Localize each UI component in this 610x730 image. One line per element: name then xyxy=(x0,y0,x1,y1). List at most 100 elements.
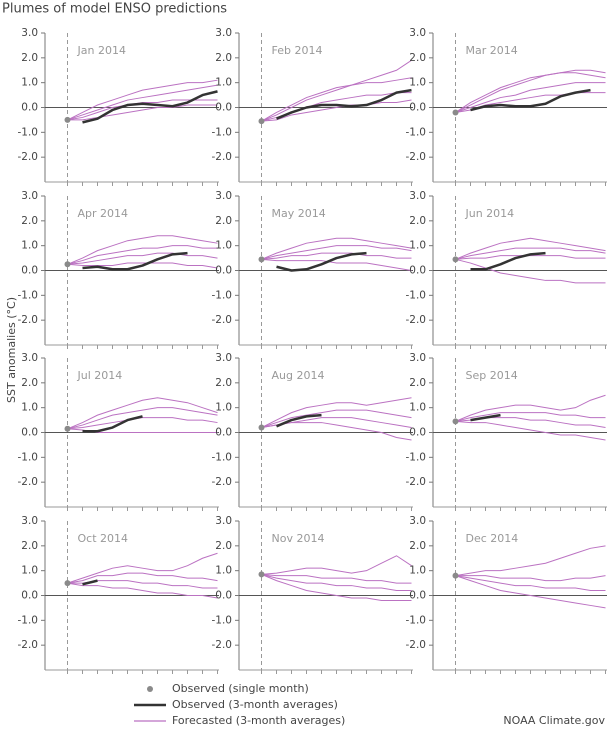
observed-month-point xyxy=(64,580,71,587)
y-tick-label: 0.0 xyxy=(21,590,38,602)
forecast-line xyxy=(261,573,412,584)
legend-label: Observed (single month) xyxy=(172,682,309,695)
y-tick-label: 3.0 xyxy=(215,515,232,527)
y-tick-label: 1.0 xyxy=(21,402,38,414)
y-tick-label: 3.0 xyxy=(215,190,232,202)
forecast-line xyxy=(67,407,218,430)
forecast-line xyxy=(455,69,606,113)
y-tick-label: 2.0 xyxy=(21,52,38,64)
y-tick-label: 0.0 xyxy=(215,427,232,439)
forecast-line xyxy=(261,77,412,122)
y-tick-label: 3.0 xyxy=(409,190,426,202)
observed-month-point xyxy=(258,118,265,125)
source: NOAA Climate.gov xyxy=(503,714,605,727)
observed-3mo-line xyxy=(82,579,98,586)
forecast-line xyxy=(67,582,218,599)
observed-3mo-line xyxy=(276,88,412,120)
y-tick-label: 1.0 xyxy=(215,565,232,577)
y-tick-label: 2.0 xyxy=(409,52,426,64)
y-tick-label: 2.0 xyxy=(215,215,232,227)
observed-3mo-line xyxy=(82,415,143,433)
y-tick-label: 3.0 xyxy=(409,27,426,39)
y-tick-label: -1.0 xyxy=(212,126,233,138)
y-tick-label: 1.0 xyxy=(409,402,426,414)
y-tick-label: -1.0 xyxy=(18,451,39,463)
y-tick-label: -2.0 xyxy=(406,476,427,488)
y-tick-label: -2.0 xyxy=(18,476,39,488)
forecast-line xyxy=(67,262,218,269)
forecast-line xyxy=(455,420,606,441)
y-tick-label: 1.0 xyxy=(409,77,426,89)
forecast-line xyxy=(261,59,412,122)
panel-label: Oct 2014 xyxy=(78,532,129,545)
y-tick-label: -1.0 xyxy=(18,289,39,301)
forecast-line xyxy=(261,555,412,575)
forecast-line xyxy=(455,412,606,422)
forecast-line xyxy=(67,245,218,265)
forecast-line xyxy=(67,84,218,121)
observed-3mo-line xyxy=(470,413,501,422)
y-tick-label: 1.0 xyxy=(21,565,38,577)
forecast-line xyxy=(455,575,606,592)
panel-label: Jul 2014 xyxy=(77,369,123,382)
y-tick-label: 0.0 xyxy=(21,265,38,277)
y-tick-label: 3.0 xyxy=(215,352,232,364)
forecast-line xyxy=(261,252,412,260)
panel-label: Apr 2014 xyxy=(78,207,129,220)
y-tick-label: 0.0 xyxy=(215,265,232,277)
y-tick-label: 1.0 xyxy=(215,240,232,252)
y-tick-label: -1.0 xyxy=(406,126,427,138)
forecast-line xyxy=(67,235,218,265)
forecast-line xyxy=(261,573,412,592)
forecast-line xyxy=(67,572,218,584)
y-tick-label: -1.0 xyxy=(212,614,233,626)
forecast-line xyxy=(261,99,412,122)
y-tick-label: 3.0 xyxy=(21,190,38,202)
forecast-line xyxy=(261,409,412,429)
y-tick-label: -2.0 xyxy=(18,151,39,163)
forecast-line xyxy=(455,92,606,113)
y-tick-label: 2.0 xyxy=(215,377,232,389)
y-tick-label: 3.0 xyxy=(409,352,426,364)
observed-month-point xyxy=(452,256,459,263)
legend-swatch xyxy=(147,686,153,692)
y-tick-label: 1.0 xyxy=(409,565,426,577)
y-tick-label: 2.0 xyxy=(215,52,232,64)
panel-label: Sep 2014 xyxy=(466,369,518,382)
forecast-line xyxy=(455,258,606,284)
forecast-line xyxy=(261,258,412,271)
forecast-line xyxy=(455,255,606,260)
legend-label: Observed (3-month averages) xyxy=(172,698,338,711)
y-tick-label: 2.0 xyxy=(409,540,426,552)
panel-label: Feb 2014 xyxy=(272,44,323,57)
y-tick-label: -2.0 xyxy=(212,639,233,651)
y-tick-label: 1.0 xyxy=(21,240,38,252)
observed-month-point xyxy=(64,425,71,432)
observed-month-point xyxy=(258,424,265,431)
panel-label: Jun 2014 xyxy=(465,207,515,220)
y-tick-label: 2.0 xyxy=(21,215,38,227)
y-tick-label: 3.0 xyxy=(21,27,38,39)
panel-label: Aug 2014 xyxy=(272,369,325,382)
forecast-line xyxy=(455,575,606,609)
y-tick-label: -1.0 xyxy=(18,614,39,626)
forecast-line xyxy=(455,247,606,260)
y-tick-label: 0.0 xyxy=(21,427,38,439)
y-tick-label: 2.0 xyxy=(215,540,232,552)
y-tick-label: 2.0 xyxy=(21,540,38,552)
y-tick-label: -2.0 xyxy=(18,314,39,326)
observed-month-point xyxy=(258,571,265,578)
observed-3mo-line xyxy=(82,90,218,124)
y-tick-label: 3.0 xyxy=(215,27,232,39)
forecast-line xyxy=(261,573,412,601)
observed-month-point xyxy=(452,572,459,579)
y-tick-label: -1.0 xyxy=(18,126,39,138)
y-tick-label: 2.0 xyxy=(409,377,426,389)
chart-title: Plumes of model ENSO predictions xyxy=(2,2,227,17)
forecast-line xyxy=(67,552,218,584)
legend-label: Forecasted (3-month averages) xyxy=(172,714,345,727)
y-axis-label: SST anomalies (°C) xyxy=(5,297,18,403)
observed-3mo-line xyxy=(470,251,546,271)
y-tick-label: 0.0 xyxy=(409,427,426,439)
y-tick-label: 0.0 xyxy=(21,102,38,114)
